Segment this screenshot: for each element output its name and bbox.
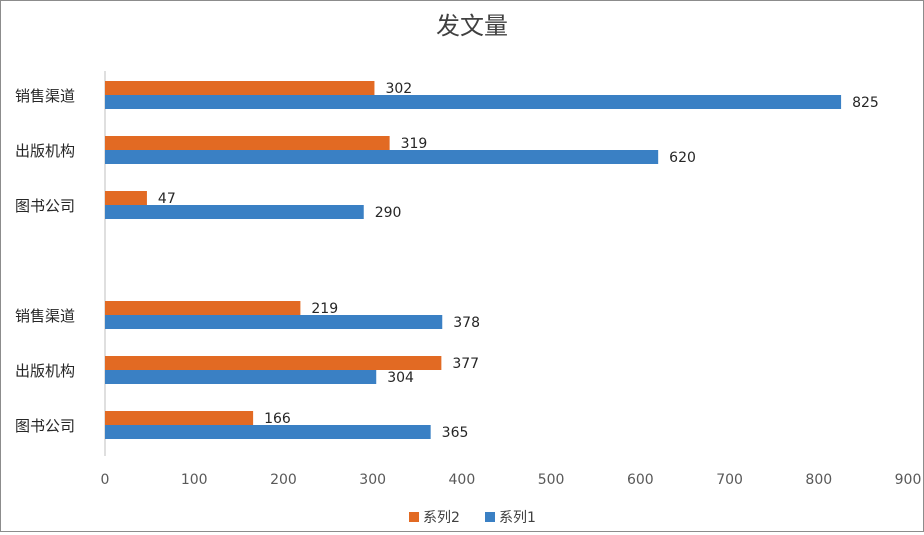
chart-title: 发文量 — [436, 12, 508, 40]
legend-label: 系列2 — [423, 510, 460, 526]
x-tick-label: 300 — [359, 472, 386, 488]
bar-series1 — [105, 95, 842, 109]
x-tick-label: 800 — [805, 472, 832, 488]
category-label: 销售渠道 — [15, 307, 75, 325]
legend-label: 系列1 — [499, 510, 536, 526]
x-tick-label: 600 — [627, 472, 654, 488]
category-label: 出版机构 — [15, 362, 75, 380]
x-tick-label: 200 — [270, 472, 297, 488]
data-label: 302 — [385, 81, 412, 97]
bar-series2 — [105, 191, 147, 205]
bar-series2 — [105, 301, 301, 315]
legend-swatch — [485, 512, 495, 522]
x-tick-label: 700 — [716, 472, 743, 488]
x-tick-label: 100 — [181, 472, 208, 488]
x-tick-label: 900 — [895, 472, 922, 488]
bar-series1 — [105, 205, 364, 219]
bar-series1 — [105, 315, 443, 329]
bar-series2 — [105, 411, 254, 425]
data-label: 378 — [453, 315, 480, 331]
data-label: 365 — [442, 425, 469, 441]
data-label: 377 — [452, 356, 479, 372]
category-label: 图书公司 — [15, 197, 75, 215]
bar-series2 — [105, 356, 442, 370]
data-label: 290 — [375, 205, 402, 221]
data-label: 47 — [158, 191, 176, 207]
data-label: 620 — [669, 150, 696, 166]
data-label: 825 — [852, 95, 879, 111]
plot-area: 0 100 200 300 400 500 600 700 800 900 销售渠道 302 825 出版… — [15, 71, 921, 488]
bar-series2 — [105, 81, 375, 95]
category-label: 出版机构 — [15, 142, 75, 160]
data-label: 319 — [401, 136, 428, 152]
category-label: 销售渠道 — [15, 87, 75, 105]
bar-series1 — [105, 150, 659, 164]
data-label: 219 — [311, 301, 338, 317]
bar-series1 — [105, 425, 431, 439]
data-label: 166 — [264, 411, 291, 427]
x-tick-label: 500 — [538, 472, 565, 488]
bar-series1 — [105, 370, 377, 384]
x-tick-label: 400 — [449, 472, 476, 488]
legend: 系列2 系列1 — [409, 510, 536, 526]
category-label: 图书公司 — [15, 417, 75, 435]
data-label: 304 — [387, 370, 414, 386]
legend-swatch — [409, 512, 419, 522]
bar-series2 — [105, 136, 390, 150]
x-tick-label: 0 — [101, 472, 110, 488]
